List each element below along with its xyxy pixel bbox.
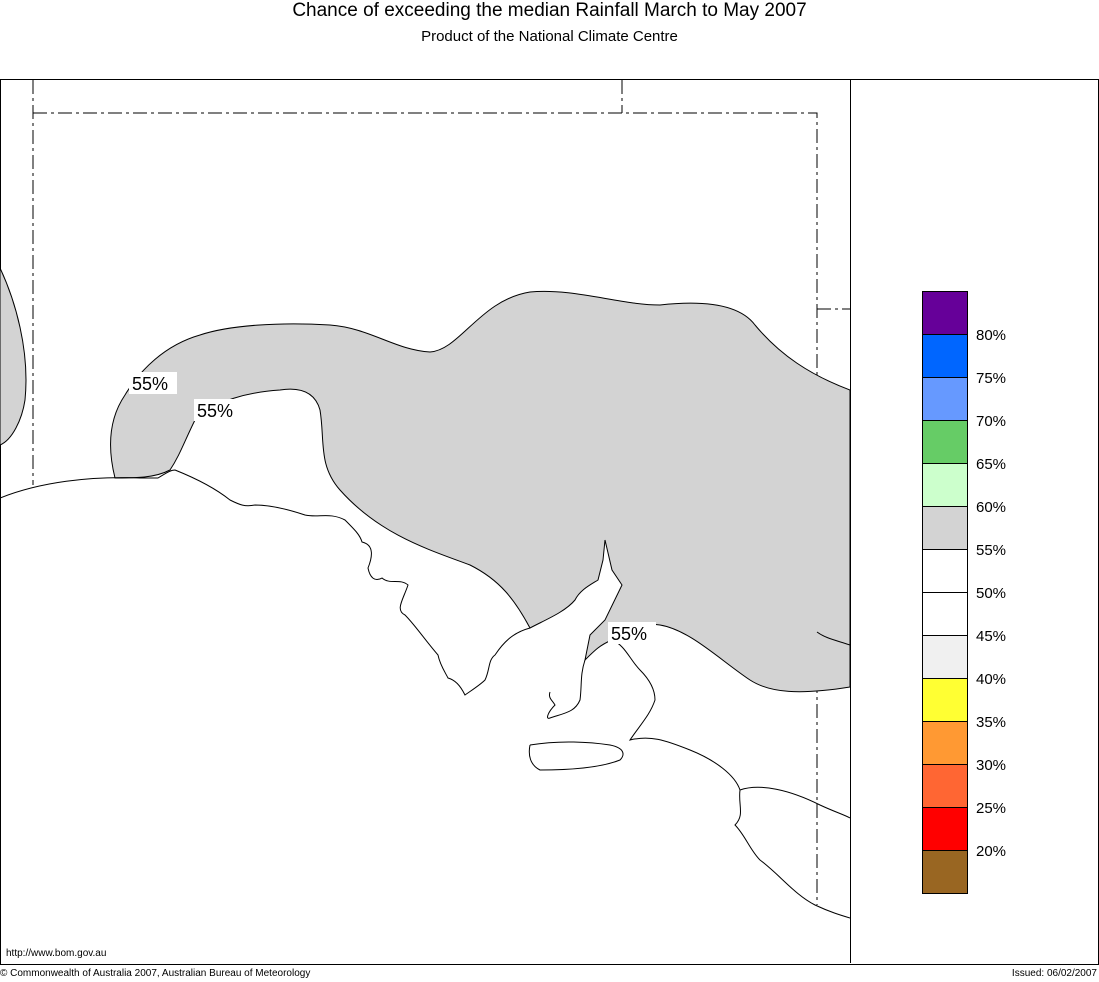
legend-swatch xyxy=(922,507,968,550)
coastline xyxy=(0,469,850,919)
issued-date: Issued: 06/02/2007 xyxy=(1011,968,1097,979)
legend-label: 50% xyxy=(976,585,1007,602)
legend-swatch xyxy=(922,335,968,378)
map-title: Chance of exceeding the median Rainfall … xyxy=(292,0,807,21)
probability-region-55-60 xyxy=(110,290,850,693)
contour-label: 55% xyxy=(132,374,168,394)
legend-label: 55% xyxy=(976,542,1007,559)
legend-label: 20% xyxy=(976,843,1007,860)
legend-label: 70% xyxy=(976,413,1007,430)
legend-panel xyxy=(850,79,1099,963)
legend-swatch xyxy=(922,378,968,421)
map-subtitle: Product of the National Climate Centre xyxy=(421,28,678,45)
legend-swatch xyxy=(922,291,968,335)
legend-swatch xyxy=(922,636,968,679)
legend-swatch xyxy=(922,808,968,851)
legend-label: 45% xyxy=(976,628,1007,645)
legend-label: 25% xyxy=(976,800,1007,817)
legend-label: 35% xyxy=(976,714,1007,731)
legend-swatch xyxy=(922,421,968,464)
legend-label: 80% xyxy=(976,327,1007,344)
legend-label: 30% xyxy=(976,757,1007,774)
legend-label: 75% xyxy=(976,370,1007,387)
contour-label: 55% xyxy=(611,624,647,644)
copyright-notice: © Commonwealth of Australia 2007, Austra… xyxy=(0,968,311,979)
contour-labels: 55% 55% 55% xyxy=(129,372,656,644)
contour-label: 55% xyxy=(197,401,233,421)
probability-region-left-edge xyxy=(0,267,27,446)
legend-swatch xyxy=(922,679,968,722)
legend-color-bar xyxy=(922,291,968,894)
legend-label: 65% xyxy=(976,456,1007,473)
legend-label: 40% xyxy=(976,671,1007,688)
legend-swatch xyxy=(922,550,968,593)
legend-swatch xyxy=(922,765,968,808)
rainfall-map: 55% 55% 55% xyxy=(0,80,850,919)
legend-swatch xyxy=(922,722,968,765)
legend-label: 60% xyxy=(976,499,1007,516)
legend-swatch xyxy=(922,464,968,507)
legend-swatch xyxy=(922,593,968,636)
legend-swatch xyxy=(922,851,968,894)
source-url[interactable]: http://www.bom.gov.au xyxy=(6,948,107,959)
